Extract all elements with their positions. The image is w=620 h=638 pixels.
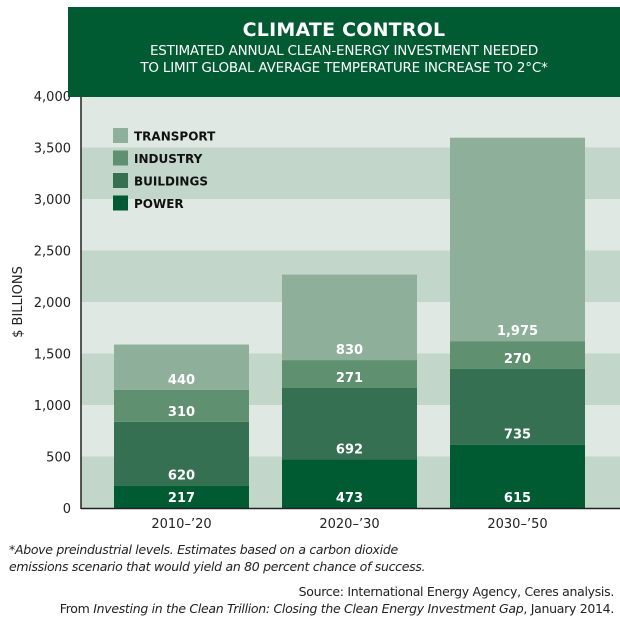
source-line-2: From Investing in the Clean Trillion: Cl… (59, 600, 615, 617)
footnote-line-2: emissions scenario that would yield an 8… (9, 559, 426, 574)
segment-labels: 217 620 310 440 473 692 271 830 615 735 270 1,975 (168, 324, 538, 506)
source-prefix: From (59, 601, 94, 616)
y-tick-label: 500 (46, 451, 71, 466)
y-tick-labels: 0 500 1,000 1,500 2,000 2,500 3,000 3,500 4,000 (34, 90, 71, 517)
y-tick-label: 3,500 (34, 142, 71, 157)
legend-label-buildings: BUILDINGS (134, 175, 208, 189)
segment-value-label: 735 (504, 428, 531, 443)
legend-swatch-industry (113, 150, 128, 166)
bar-segment-power (114, 485, 249, 508)
chart-title: CLIMATE CONTROL (242, 19, 446, 41)
legend-swatch-buildings (113, 173, 128, 188)
source-report-title: Investing in the Clean Trillion: Closing… (93, 601, 524, 616)
footnote-line-1: *Above preindustrial levels. Estimates b… (9, 542, 398, 557)
legend-label-power: POWER (134, 197, 184, 211)
bar-segment-transport (114, 344, 249, 390)
bar-segment-buildings (114, 421, 249, 486)
segment-value-label: 310 (168, 405, 195, 420)
bar-segment-transport (282, 274, 417, 361)
source-note: Source: International Energy Agency, Cer… (59, 583, 615, 617)
source-line-1: Source: International Energy Agency, Cer… (298, 584, 615, 599)
segment-value-label: 1,975 (497, 324, 538, 339)
chart-subtitle: ESTIMATED ANNUAL CLEAN-ENERGY INVESTMENT… (68, 43, 620, 77)
footnote: *Above preindustrial levels. Estimates b… (9, 541, 426, 575)
bar-segment-power (450, 444, 585, 508)
segment-value-label: 473 (336, 491, 363, 506)
segment-value-label: 620 (168, 469, 195, 484)
bar-segment-buildings (450, 368, 585, 445)
bars (114, 137, 585, 508)
segment-value-label: 692 (336, 442, 363, 457)
y-tick-label: 1,000 (34, 399, 71, 414)
y-tick-label: 1,500 (34, 348, 71, 363)
y-tick-label: 2,500 (34, 245, 71, 260)
subtitle-line-1: ESTIMATED ANNUAL CLEAN-ENERGY INVESTMENT… (149, 43, 539, 59)
chart-header: CLIMATE CONTROL ESTIMATED ANNUAL CLEAN-E… (68, 7, 620, 97)
legend-swatch-transport (113, 128, 128, 143)
segment-value-label: 440 (168, 373, 195, 388)
bar-segment-industry (114, 389, 249, 422)
source-suffix: , January 2014. (523, 601, 614, 616)
bar-segment-power (282, 459, 417, 508)
legend-swatch-power (113, 195, 128, 211)
x-tick-label: 2020–’30 (319, 517, 379, 532)
y-tick-label: 0 (63, 502, 71, 517)
x-tick-label: 2010–’20 (151, 517, 211, 532)
bar-segment-transport (450, 137, 585, 342)
segment-value-label: 271 (336, 371, 363, 386)
x-tick-labels: 2010–’20 2020–’30 2030–’50 (151, 517, 547, 532)
bar-segment-buildings (282, 388, 417, 460)
legend-label-industry: INDUSTRY (134, 152, 203, 166)
segment-value-label: 270 (504, 352, 531, 367)
stacked-bar-chart: 217 620 310 440 473 692 271 830 615 735 270 1,975 0… (11, 90, 620, 532)
segment-value-label: 615 (504, 491, 531, 506)
legend-label-transport: TRANSPORT (134, 130, 216, 144)
segment-value-label: 830 (336, 343, 363, 358)
x-tick-label: 2030–’50 (487, 517, 547, 532)
y-tick-label: 4,000 (34, 90, 71, 105)
y-tick-label: 3,000 (34, 193, 71, 208)
y-axis-label: $ BILLIONS (11, 266, 26, 338)
axes (80, 96, 620, 510)
segment-value-label: 217 (168, 491, 195, 506)
y-tick-label: 2,000 (34, 296, 71, 311)
bar-segment-industry (282, 360, 417, 389)
legend: TRANSPORT INDUSTRY BUILDINGS POWER (113, 128, 216, 211)
subtitle-line-2: TO LIMIT GLOBAL AVERAGE TEMPERATURE INCR… (140, 60, 548, 76)
bar-segment-industry (450, 341, 585, 369)
